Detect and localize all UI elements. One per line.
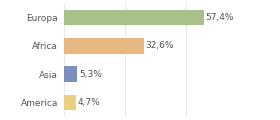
- Bar: [64, 38, 144, 54]
- Bar: [64, 95, 76, 110]
- Bar: [64, 66, 77, 82]
- Text: 32,6%: 32,6%: [145, 41, 174, 50]
- Text: 4,7%: 4,7%: [78, 98, 101, 107]
- Text: 5,3%: 5,3%: [79, 70, 102, 79]
- Bar: [64, 10, 204, 25]
- Text: 57,4%: 57,4%: [206, 13, 234, 22]
